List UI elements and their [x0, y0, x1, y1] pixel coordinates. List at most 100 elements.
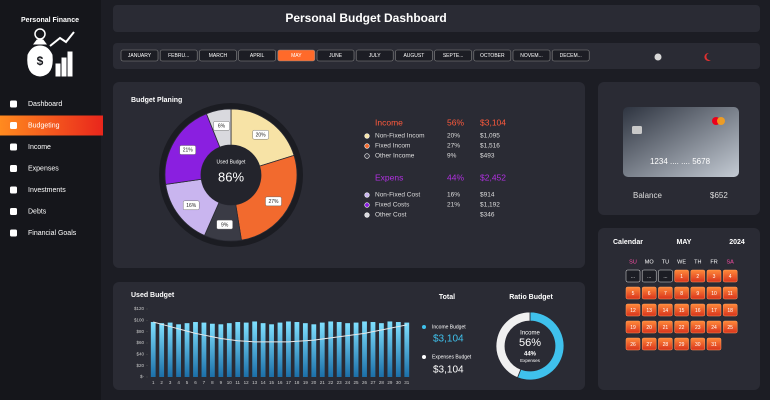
day-label[interactable]: 7 [664, 291, 667, 297]
month-button[interactable] [120, 49, 159, 62]
day-cell[interactable] [722, 320, 738, 334]
day-label[interactable]: 6 [648, 291, 651, 297]
month-button[interactable] [434, 49, 472, 62]
day-label[interactable]: 16 [695, 308, 701, 314]
day-label[interactable]: 24 [711, 325, 717, 331]
sun-icon[interactable] [654, 53, 662, 61]
day-label[interactable]: 9 [696, 291, 699, 297]
day-cell[interactable] [706, 337, 722, 351]
day-label[interactable]: 8 [680, 291, 683, 297]
day-label[interactable]: ... [663, 274, 667, 280]
day-cell[interactable] [658, 320, 673, 334]
menu-item[interactable]: Income [28, 144, 51, 151]
month-label[interactable]: FEBRU... [168, 53, 189, 59]
day-cell[interactable] [690, 337, 706, 351]
day-label[interactable]: 22 [679, 325, 685, 331]
day-label[interactable]: 21 [663, 325, 669, 331]
month-button[interactable] [316, 49, 355, 62]
month-button[interactable] [159, 49, 198, 62]
month-button[interactable] [473, 49, 512, 62]
day-cell[interactable] [641, 303, 657, 317]
day-cell[interactable] [641, 286, 657, 300]
day-label[interactable]: 14 [663, 308, 669, 314]
day-label[interactable]: 2 [696, 274, 699, 280]
day-cell[interactable] [690, 269, 706, 283]
day-label[interactable]: 19 [630, 325, 636, 331]
month-button[interactable] [395, 49, 433, 62]
day-label[interactable]: 17 [711, 308, 717, 314]
day-label[interactable]: 31 [711, 342, 717, 348]
moon-icon[interactable] [704, 52, 711, 61]
day-label[interactable]: ... [647, 274, 651, 280]
day-cell[interactable] [658, 337, 673, 351]
month-button[interactable] [199, 49, 237, 62]
day-label[interactable]: 1 [680, 274, 683, 280]
day-label[interactable]: 28 [663, 342, 669, 348]
day-label[interactable]: 26 [630, 342, 636, 348]
day-label[interactable]: 23 [695, 325, 701, 331]
day-label[interactable]: 15 [679, 308, 685, 314]
day-cell[interactable] [690, 286, 706, 300]
day-cell[interactable] [674, 303, 689, 317]
day-cell[interactable] [658, 286, 673, 300]
day-cell[interactable] [722, 269, 738, 283]
month-label[interactable]: MAY [291, 53, 302, 59]
month-label[interactable]: OCTOBER [480, 53, 505, 59]
day-label[interactable]: ... [631, 274, 635, 280]
day-label[interactable]: 4 [729, 274, 732, 280]
month-label[interactable]: JANUARY [128, 53, 152, 59]
day-label[interactable]: 25 [727, 325, 733, 331]
day-label[interactable]: 18 [727, 308, 733, 314]
day-cell[interactable] [658, 269, 673, 283]
day-label[interactable]: 13 [646, 308, 652, 314]
month-label[interactable]: MARCH [209, 53, 228, 59]
month-label[interactable]: SEPTE... [443, 53, 464, 59]
month-label[interactable]: DECEM... [560, 53, 582, 59]
day-label[interactable]: 3 [713, 274, 716, 280]
day-label[interactable]: 5 [632, 291, 635, 297]
month-button[interactable] [355, 49, 394, 62]
day-cell[interactable] [674, 286, 689, 300]
day-cell[interactable] [625, 269, 641, 283]
day-cell[interactable] [641, 269, 657, 283]
month-label[interactable]: NOVEM... [520, 53, 543, 59]
day-label[interactable]: 12 [630, 308, 636, 314]
month-button[interactable] [277, 49, 316, 62]
day-cell[interactable] [690, 303, 706, 317]
day-label[interactable]: 29 [679, 342, 685, 348]
day-label[interactable]: 30 [695, 342, 701, 348]
day-cell[interactable] [722, 286, 738, 300]
month-label[interactable]: JULY [369, 53, 382, 59]
day-cell[interactable] [625, 286, 641, 300]
month-button[interactable] [551, 49, 590, 62]
menu-item[interactable]: Budgeting [28, 122, 60, 129]
day-cell[interactable] [706, 320, 722, 334]
menu-item[interactable]: Expenses [28, 165, 59, 172]
month-button[interactable] [512, 49, 551, 62]
day-cell[interactable] [658, 303, 673, 317]
day-cell[interactable] [674, 337, 689, 351]
menu-item[interactable]: Debts [28, 208, 47, 215]
day-cell[interactable] [625, 337, 641, 351]
day-label[interactable]: 20 [646, 325, 652, 331]
month-label[interactable]: APRIL [250, 53, 265, 59]
day-cell[interactable] [674, 320, 689, 334]
day-cell[interactable] [706, 269, 722, 283]
day-cell[interactable] [641, 337, 657, 351]
day-cell[interactable] [625, 320, 641, 334]
menu-item[interactable]: Investments [28, 187, 66, 194]
day-cell[interactable] [706, 286, 722, 300]
month-label[interactable]: JUNE [329, 53, 343, 59]
day-cell[interactable] [674, 269, 689, 283]
day-cell[interactable] [641, 320, 657, 334]
month-button[interactable] [238, 49, 276, 62]
day-cell[interactable] [625, 303, 641, 317]
menu-item[interactable]: Dashboard [28, 101, 62, 108]
day-cell[interactable] [722, 303, 738, 317]
day-label[interactable]: 27 [646, 342, 652, 348]
day-label[interactable]: 11 [728, 291, 733, 297]
day-cell[interactable] [706, 303, 722, 317]
month-label[interactable]: AUGUST [403, 53, 424, 59]
day-label[interactable]: 10 [711, 291, 717, 297]
day-cell[interactable] [690, 320, 706, 334]
